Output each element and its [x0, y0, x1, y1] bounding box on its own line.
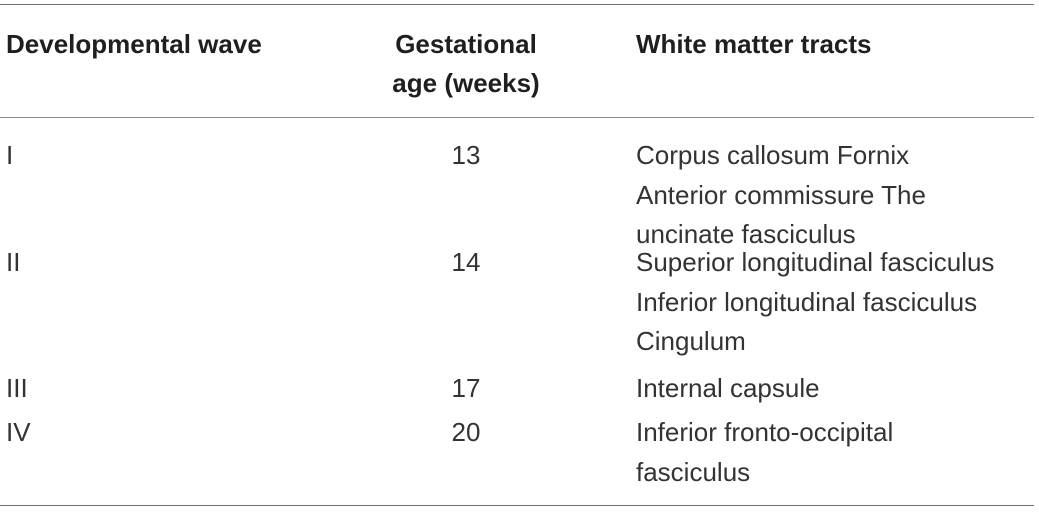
row-tracts: Superior longitudinal fasciculus Inferio… — [636, 243, 1036, 362]
header-gestational-age-line2: age (weeks) — [392, 68, 540, 98]
row-wave: IV — [6, 417, 31, 447]
header-gestational-age-line1: Gestational — [395, 29, 537, 59]
row-tract-line: Internal capsule — [636, 373, 820, 403]
table-header-row: Developmental wave Gestational age (week… — [0, 5, 1034, 117]
table-bottom-rule — [0, 505, 1034, 506]
table-header-rule — [0, 117, 1034, 118]
row-wave: III — [6, 373, 28, 403]
row-age: 13 — [451, 140, 481, 170]
row-tract-line: Inferior fronto-occipital — [636, 417, 894, 447]
row-age: 20 — [451, 417, 481, 447]
data-table: Developmental wave Gestational age (week… — [0, 4, 1034, 506]
row-tract-line: fasciculus — [636, 456, 751, 487]
table-row: II 14 Superior longitudinal fasciculus I… — [0, 243, 1034, 369]
row-tracts: Corpus callosum Fornix Anterior commissu… — [636, 136, 1036, 255]
row-tract-line: Inferior longitudinal fasciculus — [636, 286, 978, 317]
row-age: 17 — [451, 373, 481, 403]
row-tract-line: Cingulum — [636, 326, 746, 356]
header-gestational-age: Gestational age (weeks) — [366, 25, 566, 103]
table-top-rule — [0, 4, 1034, 5]
row-tract-line: Superior longitudinal fasciculus — [636, 247, 995, 277]
row-tracts: Internal capsule — [636, 369, 1036, 409]
header-developmental-wave: Developmental wave — [6, 29, 262, 59]
row-tract-line: uncinate fasciculus — [636, 219, 856, 249]
row-age: 14 — [451, 247, 481, 277]
row-tract-line: Anterior commissure The — [636, 179, 926, 210]
row-wave: II — [6, 247, 21, 277]
row-wave: I — [6, 140, 14, 170]
table-row: IV 20 Inferior fronto-occipital fascicul… — [0, 413, 1034, 505]
header-white-matter-tracts: White matter tracts — [636, 29, 872, 59]
table-row: III 17 Internal capsule — [0, 369, 1034, 413]
row-tract-line: Corpus callosum Fornix — [636, 140, 910, 170]
row-tracts: Inferior fronto-occipital fasciculus — [636, 413, 1036, 492]
table-row: I 13 Corpus callosum Fornix Anterior com… — [0, 118, 1034, 249]
